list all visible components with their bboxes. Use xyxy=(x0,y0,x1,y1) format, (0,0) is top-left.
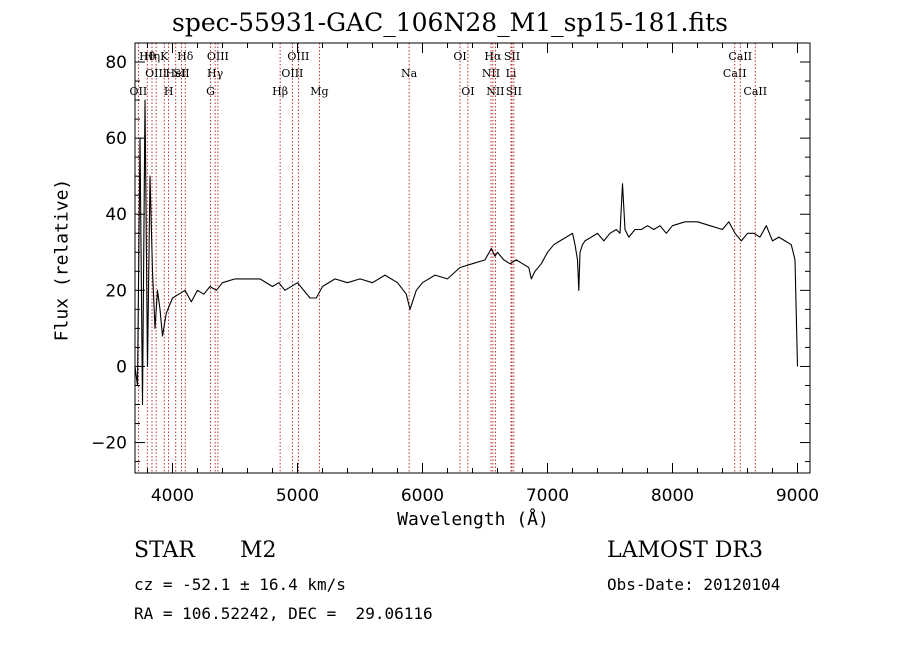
line-label-14: OIII xyxy=(287,50,309,63)
observation-date: Obs-Date: 20120104 xyxy=(607,575,781,594)
y-tick-label-3: 40 xyxy=(105,205,127,225)
x-axis-label: Wavelength (Å) xyxy=(397,509,549,530)
line-label-15: Mg xyxy=(310,85,328,98)
line-label-5: H xyxy=(164,85,174,98)
line-label-12: Hβ xyxy=(272,85,288,98)
line-label-22: Li xyxy=(506,67,517,80)
line-label-4: K xyxy=(160,50,169,63)
x-tick-label-2: 6000 xyxy=(401,486,444,506)
line-label-24: SII xyxy=(506,85,522,98)
x-tick-label-1: 5000 xyxy=(276,486,319,506)
object-class: STAR xyxy=(134,538,195,563)
object-subclass: M2 xyxy=(240,538,277,563)
line-label-23: SII xyxy=(504,50,520,63)
line-label-18: OI xyxy=(461,85,474,98)
spectrum-series-0 xyxy=(134,99,799,406)
y-tick-label-2: 20 xyxy=(105,281,127,301)
x-tick-label-0: 4000 xyxy=(151,486,194,506)
redshift-cz: cz = -52.1 ± 16.4 km/s xyxy=(134,575,346,594)
chart-title: spec-55931-GAC_106N28_M1_sp15-181.fits xyxy=(172,8,728,37)
line-label-0: OII xyxy=(130,85,148,98)
line-label-2: Hη xyxy=(144,50,160,63)
y-axis-label: Flux (relative) xyxy=(51,178,73,342)
line-label-8: SII xyxy=(173,67,189,80)
y-tick-label-5: 80 xyxy=(105,53,127,73)
line-label-25: CaII xyxy=(723,67,747,80)
line-label-3: OIII xyxy=(145,67,167,80)
line-label-10: Hγ xyxy=(207,67,224,80)
line-label-20: Hα xyxy=(484,50,502,63)
y-tick-label-1: 0 xyxy=(116,357,127,377)
line-label-7: Hδ xyxy=(177,50,194,63)
line-label-21: NII xyxy=(486,85,504,98)
line-label-13: OIII xyxy=(281,67,303,80)
line-label-9: G xyxy=(206,85,215,98)
line-label-16: Na xyxy=(401,67,418,80)
x-tick-label-5: 9000 xyxy=(776,486,819,506)
y-tick-label-0: −20 xyxy=(91,434,127,454)
line-label-6: HeI xyxy=(166,67,186,80)
line-label-19: NII xyxy=(482,67,500,80)
line-label-26: CaII xyxy=(728,50,752,63)
x-tick-label-4: 8000 xyxy=(651,486,694,506)
line-label-27: CaII xyxy=(743,85,767,98)
x-tick-label-3: 7000 xyxy=(526,486,569,506)
survey-name: LAMOST DR3 xyxy=(607,538,763,563)
plot-frame xyxy=(134,42,811,474)
line-label-11: OIII xyxy=(207,50,229,63)
line-label-17: OI xyxy=(453,50,466,63)
line-label-1: Hθ xyxy=(139,50,156,63)
y-tick-label-4: 60 xyxy=(105,129,127,149)
coordinates: RA = 106.52242, DEC = 29.06116 xyxy=(134,604,433,623)
